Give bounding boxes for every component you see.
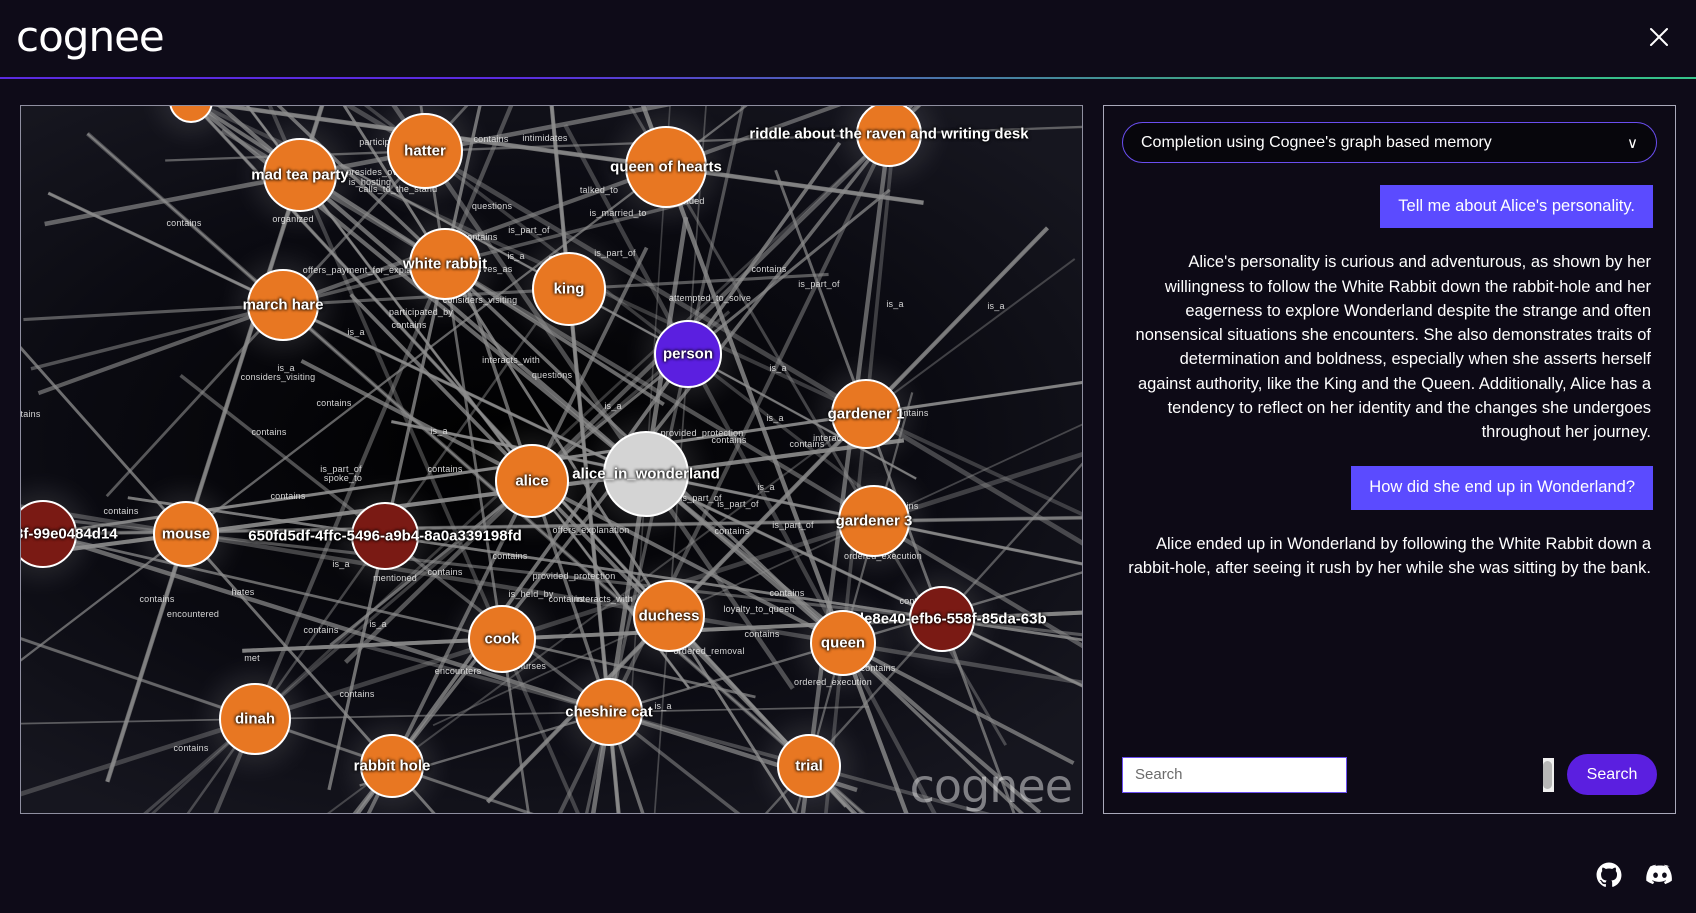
graph-node[interactable]: queen of hearts bbox=[610, 126, 722, 208]
graph-node-label: cook bbox=[484, 630, 520, 648]
chat-panel: Completion using Cognee's graph based me… bbox=[1103, 105, 1676, 814]
graph-edges bbox=[21, 106, 1082, 813]
github-icon[interactable] bbox=[1596, 862, 1622, 888]
graph-node-label: white rabbit bbox=[402, 255, 488, 273]
graph-node[interactable]: b7de8e40-efb6-558f-85da-63b bbox=[837, 586, 1047, 652]
graph-node-label: rabbit hole bbox=[353, 757, 431, 775]
graph-node-label: cheshire cat bbox=[565, 703, 653, 721]
graph-node-label: queen of hearts bbox=[610, 158, 722, 176]
search-input-scrollbar[interactable] bbox=[1543, 757, 1554, 792]
cognee-logo: cognee bbox=[16, 12, 165, 61]
graph-node-label: mouse bbox=[161, 525, 211, 543]
search-button[interactable]: Search bbox=[1567, 754, 1657, 795]
graph-node[interactable]: alice_in_wonderland bbox=[572, 431, 720, 517]
graph-node[interactable]: trial bbox=[777, 734, 841, 798]
app-header: cognee bbox=[0, 0, 1696, 76]
graph-node[interactable]: 650fd5df-4ffc-5496-a9b4-8a0a339198fd bbox=[248, 502, 522, 570]
graph-node[interactable]: alice bbox=[495, 444, 569, 518]
header-divider bbox=[0, 77, 1696, 79]
chat-message-assistant: Alice's personality is curious and adven… bbox=[1135, 253, 1651, 442]
graph-node-label: hatter bbox=[404, 142, 446, 160]
graph-node-label: alice bbox=[515, 472, 549, 490]
search-input[interactable] bbox=[1122, 756, 1347, 793]
graph-node[interactable]: cook bbox=[468, 605, 536, 673]
search-input-wrap bbox=[1122, 756, 1555, 793]
chevron-down-icon: ∨ bbox=[1627, 134, 1638, 152]
graph-canvas[interactable]: containsintimidatesparticipated_inpresid… bbox=[21, 106, 1082, 813]
graph-node[interactable]: white rabbit bbox=[403, 228, 487, 300]
chat-message-assistant: Alice ended up in Wonderland by followin… bbox=[1128, 534, 1651, 578]
graph-node-label: dinah bbox=[235, 710, 275, 728]
graph-node[interactable]: gardener 3 bbox=[835, 485, 913, 557]
chat-message-user-row: How did she end up in Wonderland? bbox=[1126, 466, 1653, 510]
graph-node[interactable]: cheshire cat bbox=[565, 678, 653, 746]
graph-node[interactable]: person bbox=[654, 320, 722, 388]
graph-node-label: gardener 3 bbox=[835, 512, 913, 530]
close-icon[interactable] bbox=[1642, 20, 1676, 54]
graph-node[interactable]: dinah bbox=[219, 683, 291, 755]
graph-node-label: king bbox=[553, 280, 585, 298]
graph-node-label: person bbox=[662, 345, 714, 363]
discord-icon[interactable] bbox=[1646, 864, 1674, 886]
graph-node-label: trial bbox=[795, 757, 823, 775]
graph-node[interactable]: march hare bbox=[243, 269, 323, 341]
graph-node[interactable]: gardener 1 bbox=[828, 379, 904, 449]
chat-message-user: How did she end up in Wonderland? bbox=[1351, 466, 1653, 510]
chat-message-user: Tell me about Alice's personality. bbox=[1380, 185, 1653, 229]
graph-node-label: march hare bbox=[242, 296, 324, 314]
chat-message-user-row: Tell me about Alice's personality. bbox=[1126, 185, 1653, 229]
knowledge-graph-panel[interactable]: containsintimidatesparticipated_inpresid… bbox=[20, 105, 1083, 814]
graph-node[interactable]: queen bbox=[810, 610, 876, 676]
graph-node-label: queen bbox=[820, 634, 866, 652]
graph-node-label: gardener 1 bbox=[827, 405, 905, 423]
footer-social-links bbox=[1596, 862, 1674, 888]
search-row: Search bbox=[1104, 754, 1675, 813]
search-mode-value: Completion using Cognee's graph based me… bbox=[1141, 133, 1492, 151]
chat-messages[interactable]: Tell me about Alice's personality. Alice'… bbox=[1104, 163, 1675, 754]
graph-node[interactable]: mouse bbox=[153, 501, 219, 567]
graph-node[interactable]: king bbox=[532, 252, 606, 326]
search-input-scrollbar-thumb[interactable] bbox=[1543, 760, 1552, 789]
search-mode-select[interactable]: Completion using Cognee's graph based me… bbox=[1122, 122, 1657, 163]
graph-node[interactable]: duchess bbox=[633, 580, 705, 652]
graph-node[interactable]: mad tea party bbox=[251, 138, 349, 212]
search-mode-select-wrap: Completion using Cognee's graph based me… bbox=[1122, 122, 1657, 163]
graph-node-label: duchess bbox=[638, 607, 700, 625]
graph-node[interactable]: hatter bbox=[387, 113, 463, 189]
graph-node-label: mad tea party bbox=[251, 166, 349, 184]
graph-node[interactable]: rabbit hole bbox=[354, 734, 430, 798]
